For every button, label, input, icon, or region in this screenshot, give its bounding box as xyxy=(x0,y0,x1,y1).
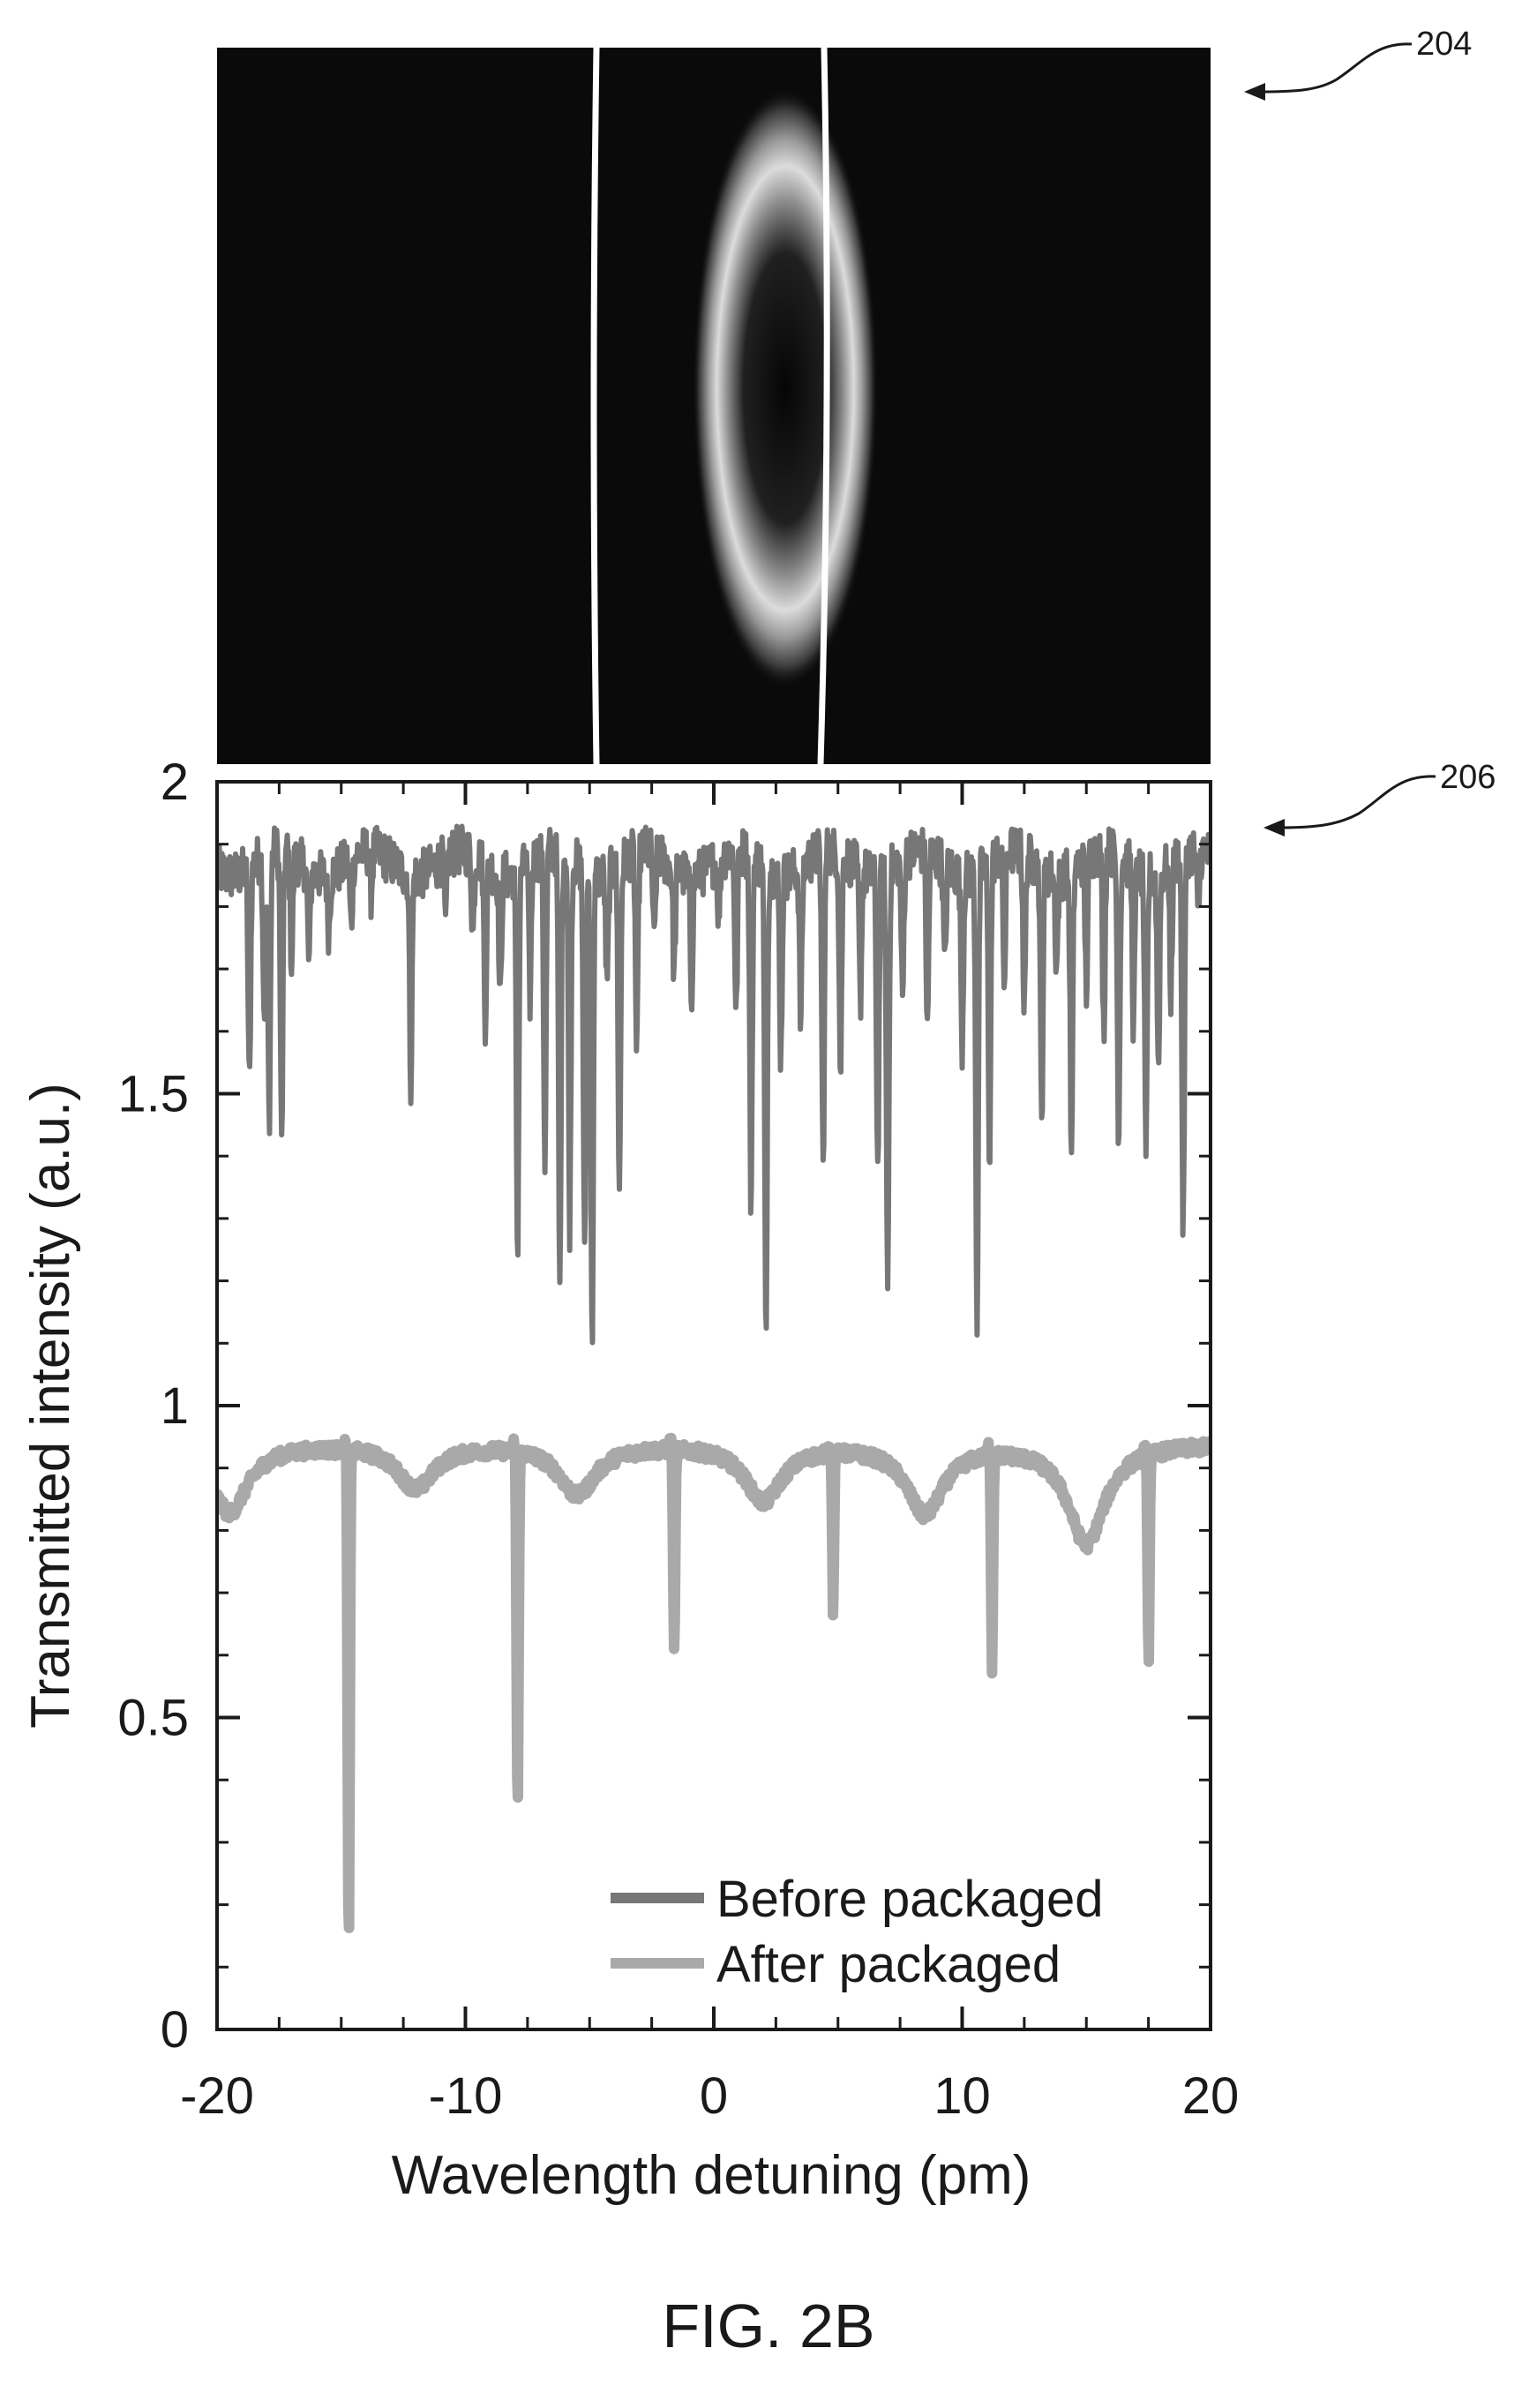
x-tick-label: 10 xyxy=(933,2067,991,2125)
x-tick-label: -10 xyxy=(429,2067,503,2125)
plot-frame xyxy=(215,780,1212,2031)
mode-spot xyxy=(693,88,878,688)
x-tick-label: -20 xyxy=(180,2067,254,2125)
waveguide-boundary-right xyxy=(817,48,830,764)
tick-labels-layer: -20 -10 0 10 20 0 0.5 1 1.5 2 xyxy=(117,754,1239,2125)
ref-label-204: 204 xyxy=(1416,26,1472,63)
y-tick-label: 1 xyxy=(161,1377,189,1435)
figure-caption: FIG. 2B xyxy=(662,2292,874,2360)
y-tick-label: 0.5 xyxy=(117,1690,189,1747)
legend-label-after-packaged: After packaged xyxy=(716,1936,1061,1993)
ref-arrow-206 xyxy=(1263,775,1436,836)
transmission-plot: -20 -10 0 10 20 0 0.5 1 1.5 2 Wavelength detuning… xyxy=(20,754,1239,2206)
series-layer xyxy=(217,823,1211,1933)
y-tick-label: 0 xyxy=(161,2001,189,2059)
y-tick-label: 2 xyxy=(161,754,189,811)
legend-label-before-packaged: Before packaged xyxy=(716,1871,1104,1928)
series-line-before-packaged xyxy=(217,823,1211,1346)
x-tick-label: 20 xyxy=(1182,2067,1240,2125)
series-line-after-packaged xyxy=(217,1432,1211,1933)
legend: Before packaged After packaged xyxy=(611,1871,1104,1993)
ticks-layer xyxy=(215,780,1212,2031)
waveguide-boundary-left xyxy=(590,48,600,764)
image-panel xyxy=(217,48,1211,764)
x-axis-title: Wavelength detuning (pm) xyxy=(392,2145,1031,2206)
x-tick-label: 0 xyxy=(700,2067,728,2125)
y-tick-label: 1.5 xyxy=(117,1066,189,1123)
y-axis-title: Transmitted intensity (a.u.) xyxy=(20,1083,81,1729)
ref-label-206: 206 xyxy=(1440,759,1496,796)
ref-arrow-204 xyxy=(1244,42,1413,101)
